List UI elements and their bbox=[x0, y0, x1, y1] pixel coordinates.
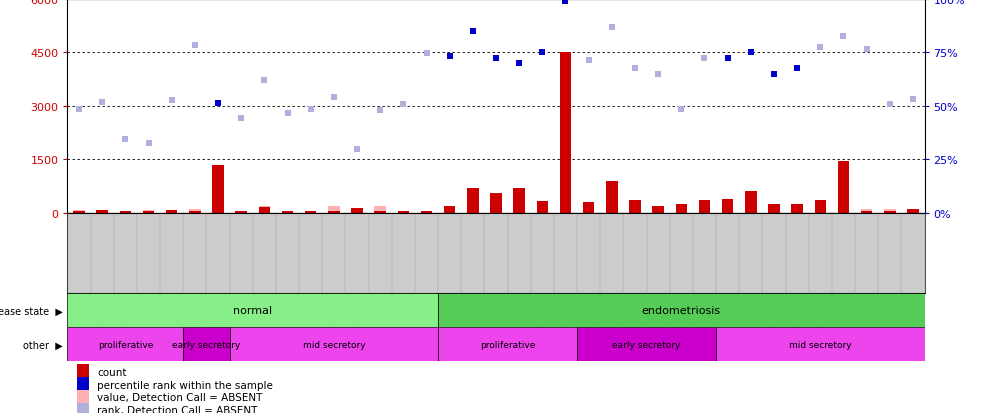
Bar bbox=[77, 403, 89, 413]
Bar bbox=[189, 209, 200, 213]
Text: proliferative: proliferative bbox=[480, 340, 536, 349]
Bar bbox=[73, 210, 85, 213]
Bar bbox=[73, 211, 85, 213]
Bar bbox=[229, 328, 438, 361]
Bar bbox=[438, 328, 577, 361]
Bar bbox=[235, 211, 247, 213]
Bar bbox=[143, 210, 155, 213]
Bar bbox=[814, 201, 826, 213]
Bar bbox=[884, 211, 896, 213]
Bar bbox=[745, 192, 757, 213]
Bar bbox=[374, 206, 386, 213]
Bar bbox=[792, 204, 803, 213]
Text: normal: normal bbox=[233, 306, 273, 316]
Bar bbox=[559, 211, 571, 213]
Bar bbox=[374, 211, 386, 213]
Bar bbox=[537, 202, 549, 213]
Bar bbox=[328, 206, 339, 213]
Bar bbox=[77, 377, 89, 392]
Bar bbox=[184, 328, 229, 361]
Bar bbox=[305, 211, 316, 213]
Bar bbox=[768, 204, 780, 213]
Bar bbox=[577, 328, 716, 361]
Bar bbox=[77, 364, 89, 380]
Bar bbox=[259, 206, 270, 213]
Text: rank, Detection Call = ABSENT: rank, Detection Call = ABSENT bbox=[97, 406, 258, 413]
Bar bbox=[884, 209, 896, 213]
Text: disease state  ▶: disease state ▶ bbox=[0, 306, 62, 316]
Bar bbox=[351, 209, 363, 213]
Bar bbox=[907, 209, 919, 213]
Bar bbox=[282, 211, 294, 213]
Bar bbox=[861, 209, 872, 213]
Bar bbox=[67, 294, 438, 328]
Bar bbox=[67, 328, 184, 361]
Bar bbox=[606, 181, 618, 213]
Bar bbox=[143, 211, 155, 213]
Text: percentile rank within the sample: percentile rank within the sample bbox=[97, 380, 273, 389]
Text: mid secretory: mid secretory bbox=[789, 340, 851, 349]
Bar bbox=[861, 211, 872, 213]
Bar bbox=[259, 208, 270, 213]
Bar bbox=[907, 209, 919, 213]
Bar bbox=[514, 188, 525, 213]
Text: early secretory: early secretory bbox=[173, 340, 241, 349]
Bar bbox=[583, 202, 594, 213]
Bar bbox=[698, 201, 710, 213]
Bar bbox=[676, 204, 687, 213]
Bar bbox=[212, 165, 224, 213]
Bar bbox=[490, 194, 502, 213]
Text: value, Detection Call = ABSENT: value, Detection Call = ABSENT bbox=[97, 392, 263, 403]
Text: count: count bbox=[97, 367, 127, 377]
Bar bbox=[559, 53, 571, 213]
Text: mid secretory: mid secretory bbox=[303, 340, 365, 349]
Bar bbox=[77, 390, 89, 405]
Bar bbox=[443, 206, 455, 213]
Bar bbox=[438, 294, 925, 328]
Bar bbox=[629, 201, 641, 213]
Text: early secretory: early secretory bbox=[612, 340, 681, 349]
Bar bbox=[653, 207, 664, 213]
Bar bbox=[716, 328, 925, 361]
Bar bbox=[722, 199, 733, 213]
Bar bbox=[120, 211, 131, 213]
Text: proliferative: proliferative bbox=[97, 340, 153, 349]
Bar bbox=[837, 162, 849, 213]
Bar bbox=[166, 211, 178, 213]
Text: other  ▶: other ▶ bbox=[23, 339, 62, 349]
Bar bbox=[814, 209, 826, 213]
Bar bbox=[328, 211, 339, 213]
Bar bbox=[421, 211, 433, 213]
Bar bbox=[398, 211, 409, 213]
Text: endometriosis: endometriosis bbox=[642, 306, 721, 316]
Bar bbox=[96, 211, 108, 213]
Bar bbox=[467, 188, 478, 213]
Bar bbox=[189, 211, 200, 213]
